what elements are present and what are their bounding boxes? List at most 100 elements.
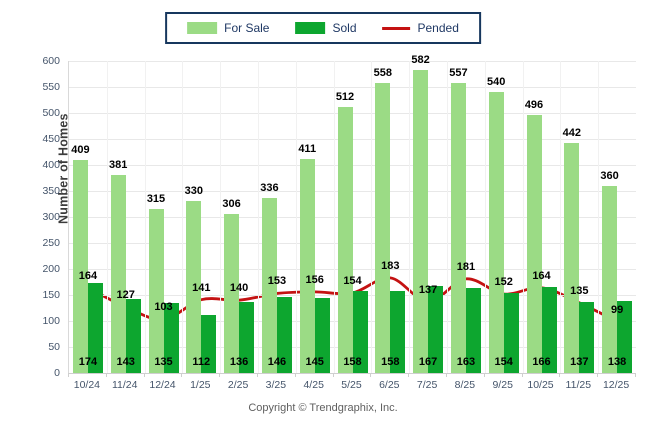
sold-value-label: 112 (192, 356, 211, 368)
x-tick-label: 1/25 (190, 379, 211, 391)
legend: For Sale Sold Pended (165, 12, 481, 44)
legend-label-for-sale: For Sale (224, 21, 270, 35)
for-sale-bar (488, 92, 504, 373)
sold-bar (125, 298, 141, 373)
pended-value-label: 154 (343, 274, 362, 287)
sold-value-label: 167 (418, 356, 438, 368)
x-tick-label: 10/24 (73, 379, 101, 391)
x-tick-mark (370, 373, 372, 377)
gridline-y-600 (69, 61, 636, 62)
for-sale-bar (375, 82, 391, 373)
legend-label-sold: Sold (332, 21, 357, 35)
sold-bar (465, 288, 481, 373)
for-sale-bar (224, 213, 240, 373)
x-tick-label: 2/25 (227, 379, 249, 391)
for-sale-value-label: 582 (411, 54, 430, 67)
x-tick-mark (257, 373, 258, 377)
gridline-x (409, 61, 411, 373)
gridline-x (447, 61, 448, 373)
for-sale-value-label: 306 (222, 197, 241, 210)
sold-value-label: 135 (154, 356, 173, 368)
gridline-x (220, 61, 222, 373)
sold-value-label: 163 (456, 356, 476, 368)
y-tick-label: 150 (42, 289, 60, 301)
y-tick-label: 200 (42, 263, 60, 275)
x-tick-mark (181, 373, 183, 377)
sold-value-label: 154 (494, 356, 513, 368)
y-tick-label: 250 (42, 237, 60, 249)
for-sale-value-label: 360 (600, 169, 619, 182)
sold-value-label: 145 (305, 356, 324, 368)
for-sale-value-label: 558 (373, 66, 392, 79)
gridline-x (560, 61, 562, 373)
pended-value-label: 153 (267, 275, 287, 288)
x-tick-label: 5/25 (341, 379, 362, 391)
gridline-x (258, 61, 259, 373)
pended-value-label: 140 (229, 282, 249, 295)
x-tick-mark (105, 373, 107, 377)
legend-item-sold: Sold (295, 21, 357, 35)
for-sale-bar (450, 83, 466, 373)
gridline-x (522, 61, 524, 373)
x-tick-label: 6/25 (379, 379, 400, 391)
x-tick-label: 9/25 (492, 379, 513, 391)
for-sale-value-label: 557 (449, 67, 468, 80)
for-sale-value-label: 442 (562, 127, 581, 140)
y-tick-label: 600 (42, 55, 60, 67)
pended-value-label: 181 (456, 260, 476, 273)
gridline-x (182, 61, 184, 373)
legend-item-for-sale: For Sale (187, 21, 269, 35)
pended-value-label: 137 (418, 283, 438, 296)
x-tick-mark (521, 373, 523, 377)
for-sale-bar (564, 143, 580, 373)
sold-bar (390, 290, 406, 373)
sold-bar (352, 290, 368, 373)
y-tick-label: 100 (42, 315, 60, 327)
for-sale-bar (186, 201, 202, 373)
x-tick-mark (219, 373, 221, 377)
sold-value-label: 143 (116, 356, 135, 368)
gridline-x (144, 61, 146, 373)
x-tick-label: 7/25 (416, 379, 438, 391)
x-tick-mark (559, 373, 561, 377)
sold-bar (239, 302, 255, 373)
sold-bar (201, 314, 217, 373)
sold-value-label: 166 (532, 356, 551, 368)
pended-value-label: 156 (305, 273, 324, 286)
gridline-x (371, 61, 373, 373)
x-tick-mark (597, 373, 599, 377)
x-tick-label: 10/25 (527, 379, 554, 391)
y-tick-label: 550 (42, 81, 60, 93)
gridline-y-500 (69, 113, 636, 114)
for-sale-value-label: 315 (146, 193, 166, 206)
sold-value-label: 136 (229, 356, 249, 368)
sold-bar (87, 282, 103, 373)
gridline-y-350 (69, 191, 636, 192)
plot-area: 409 174 164 381 143 127 315 135 103 330 112 141 306 1… (68, 54, 636, 374)
gridline-x (295, 61, 297, 373)
pended-value-label: 183 (381, 259, 400, 272)
x-tick-mark (294, 373, 296, 377)
pended-value-label: 164 (78, 269, 98, 282)
legend-label-pended: Pended (417, 21, 459, 35)
x-tick-mark (483, 373, 485, 377)
for-sale-value-label: 411 (298, 143, 317, 156)
pended-value-label: 127 (116, 288, 135, 301)
sold-value-label: 158 (381, 356, 400, 368)
x-tick-label: 12/24 (149, 379, 176, 391)
pended-value-label: 152 (494, 275, 513, 288)
sold-bar (541, 286, 557, 373)
for-sale-bar (337, 106, 353, 373)
for-sale-swatch-icon (187, 22, 218, 34)
for-sale-bar (261, 198, 277, 373)
gridline-x (106, 61, 108, 373)
gridline-y-450 (69, 139, 636, 140)
x-tick-mark (68, 373, 69, 377)
for-sale-value-label: 409 (71, 144, 90, 157)
for-sale-value-label: 330 (184, 185, 203, 198)
y-tick-label: 0 (54, 367, 60, 379)
for-sale-bar (299, 159, 315, 373)
pended-line-swatch-icon (382, 26, 411, 30)
gridline-y-550 (69, 87, 636, 88)
sold-bar (579, 301, 595, 373)
